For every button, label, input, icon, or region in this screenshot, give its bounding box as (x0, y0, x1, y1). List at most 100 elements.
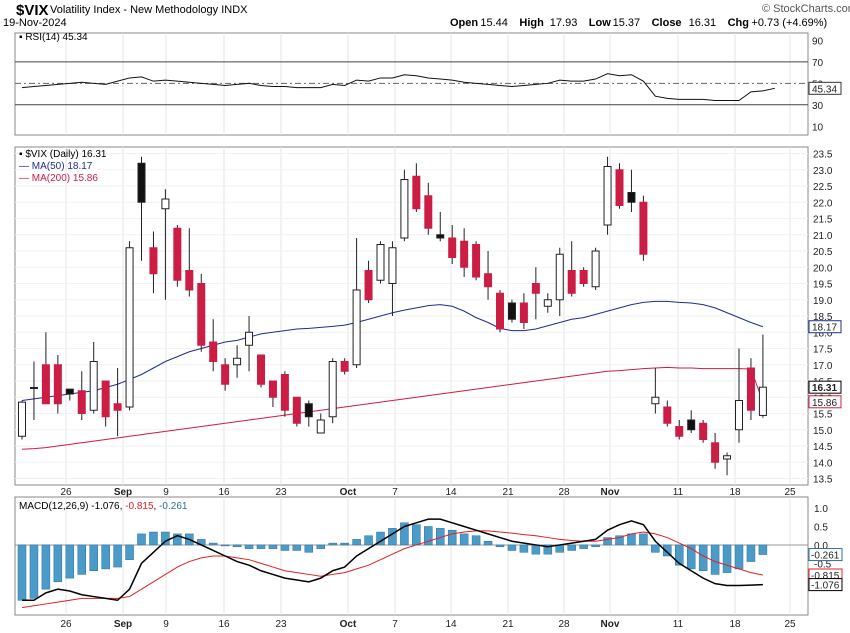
candle-body (376, 244, 385, 281)
price-legend-ma50: — MA(50) 18.17 (19, 161, 93, 172)
macd-histogram-bar (316, 544, 325, 549)
macd-histogram-bar (471, 535, 481, 546)
candle-body (687, 419, 696, 431)
macd-histogram-bar (579, 544, 588, 549)
ohlc-value: +0.73 (+4.69%) (751, 17, 827, 29)
candle-body (460, 240, 469, 268)
price-tick-label: 22.0 (813, 198, 833, 209)
macd-signal-line (21, 530, 763, 609)
macd-histogram-bar (388, 528, 397, 546)
macd-histogram-bar (352, 539, 361, 546)
macd-histogram-bar (304, 544, 314, 553)
x-tick-label: 23 (275, 487, 287, 498)
candle-body (209, 341, 218, 362)
candle-body (400, 179, 409, 239)
macd-value-tag (808, 578, 843, 592)
ohlc-label: High (519, 17, 544, 29)
price-tick-label: 21.0 (813, 231, 833, 242)
macd-line (22, 518, 763, 602)
macd-value-tag-text: -1.076 (811, 581, 840, 592)
macd-histogram-bar (627, 533, 636, 546)
rsi-tick-label: 10 (812, 122, 824, 133)
ohlc-label: Close (652, 17, 682, 29)
macd-histogram-bar (412, 524, 421, 546)
macd-hist-tag-text: -0.261 (811, 551, 840, 562)
macd-histogram-bar (29, 544, 39, 599)
macd-histogram-bar (268, 544, 278, 549)
rsi-value-tag (808, 81, 842, 95)
macd-histogram-bar (280, 544, 290, 551)
macd-histogram-bar (519, 544, 529, 553)
macd-legend-part: -1.076 (91, 501, 120, 512)
x-tick-label: 18 (729, 619, 741, 630)
candle-body (364, 270, 373, 301)
candle-body (543, 299, 552, 307)
price-tick-label: 15.5 (813, 410, 833, 421)
candle-body (627, 192, 636, 203)
rsi-line (21, 73, 775, 101)
candle-body (197, 283, 206, 346)
ohlc-value: 15.37 (613, 17, 641, 29)
macd-histogram-bar (758, 544, 768, 555)
macd-histogram-bar (543, 544, 553, 555)
macd-histogram-bar (364, 535, 373, 546)
candle-body (137, 162, 146, 203)
ohlc-label: Chg (728, 17, 749, 29)
close-value-tag-text: 16.31 (812, 383, 837, 394)
x-tick-label: 23 (275, 619, 287, 630)
candle-body (699, 422, 708, 440)
x-tick-label: 14 (445, 619, 457, 630)
macd-tick-label: 0.5 (814, 523, 828, 534)
candle-body (77, 390, 86, 414)
x-tick-label: 14 (445, 487, 457, 498)
macd-histogram-bar (101, 544, 110, 570)
candle-body (675, 426, 684, 437)
candle-body (221, 364, 230, 385)
candle-body (292, 396, 301, 424)
candle-body (519, 302, 528, 323)
price-tick-label: 18.0 (813, 328, 833, 339)
macd-legend: MACD(12,26,9) -1.076, -0.815, -0.261 (19, 501, 188, 512)
macd-histogram-bar (137, 533, 146, 546)
macd-hist-tag (808, 548, 843, 562)
x-tick-label: 16 (218, 619, 230, 630)
price-tick-label: 13.5 (813, 475, 833, 486)
macd-histogram-bar (208, 542, 218, 546)
candle-body (185, 270, 194, 291)
candle-body (496, 292, 504, 330)
macd-histogram-bar (292, 544, 302, 551)
candle-body (352, 289, 361, 366)
price-tick-label: 14.5 (813, 442, 833, 453)
macd-histogram-bar (531, 544, 541, 555)
macd-tick-label: 1.0 (814, 504, 828, 515)
x-tick-label: 16 (218, 487, 230, 498)
candle-body (723, 455, 732, 460)
date-label: 19-Nov-2024 (3, 17, 67, 29)
rsi-legend: ▪ RSI(14) 45.34 (19, 32, 88, 43)
candle-body (101, 380, 110, 418)
price-tick-label: 20.5 (813, 247, 833, 258)
macd-histogram-bar (220, 544, 230, 547)
x-tick-label: Sep (114, 487, 132, 498)
candle-body (603, 166, 612, 226)
rsi-value-tag-text: 45.34 (812, 84, 837, 95)
candle-body (245, 331, 254, 346)
macd-histogram-bar (746, 544, 756, 562)
candle-body (18, 401, 26, 437)
candle-body (531, 283, 540, 294)
macd-histogram-bar (615, 535, 624, 546)
price-tick-label: 14.0 (813, 458, 833, 469)
candle-body (615, 169, 624, 206)
macd-histogram-bar (734, 544, 744, 570)
candle-body (280, 374, 289, 411)
candle-body (507, 302, 516, 320)
ma50-value-tag-text: 18.17 (812, 323, 837, 334)
macd-histogram-bar (483, 541, 493, 546)
macd-legend-part: , (154, 501, 160, 512)
candle-body (567, 270, 576, 294)
candle-body (758, 386, 767, 416)
macd-histogram-bar (89, 544, 98, 571)
price-tick-label: 17.5 (813, 345, 833, 356)
macd-histogram-bar (113, 544, 122, 568)
